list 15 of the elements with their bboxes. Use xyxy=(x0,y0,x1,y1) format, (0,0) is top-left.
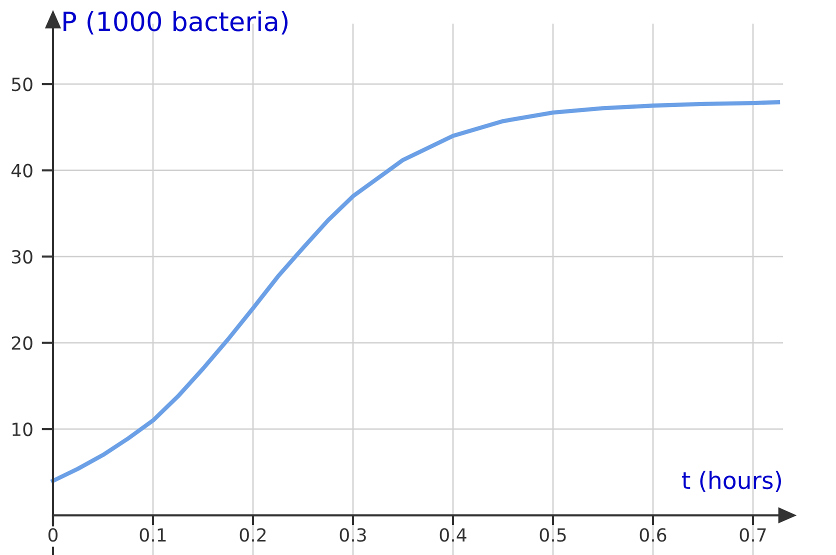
x-tick-label: 0.6 xyxy=(640,528,666,542)
y-tick-label: 50 xyxy=(12,78,32,92)
x-tick-label: 0 xyxy=(48,528,58,542)
x-tick-label: 0.3 xyxy=(340,528,366,542)
y-tick-label: 30 xyxy=(12,250,32,264)
x-tick-label: 0.4 xyxy=(440,528,466,542)
y-axis-title: P (1000 bacteria) xyxy=(64,10,288,34)
y-tick-label: 40 xyxy=(11,164,32,178)
y-tick-label: 20 xyxy=(12,336,32,350)
x-tick-label: 0.1 xyxy=(140,528,166,542)
x-tick-label: 0.2 xyxy=(240,528,266,542)
y-tick-label: 10 xyxy=(12,422,32,436)
x-tick-label: 0.5 xyxy=(540,528,566,542)
x-axis-title: t (hours) xyxy=(682,470,781,492)
x-tick-label: 0.7 xyxy=(740,528,766,542)
